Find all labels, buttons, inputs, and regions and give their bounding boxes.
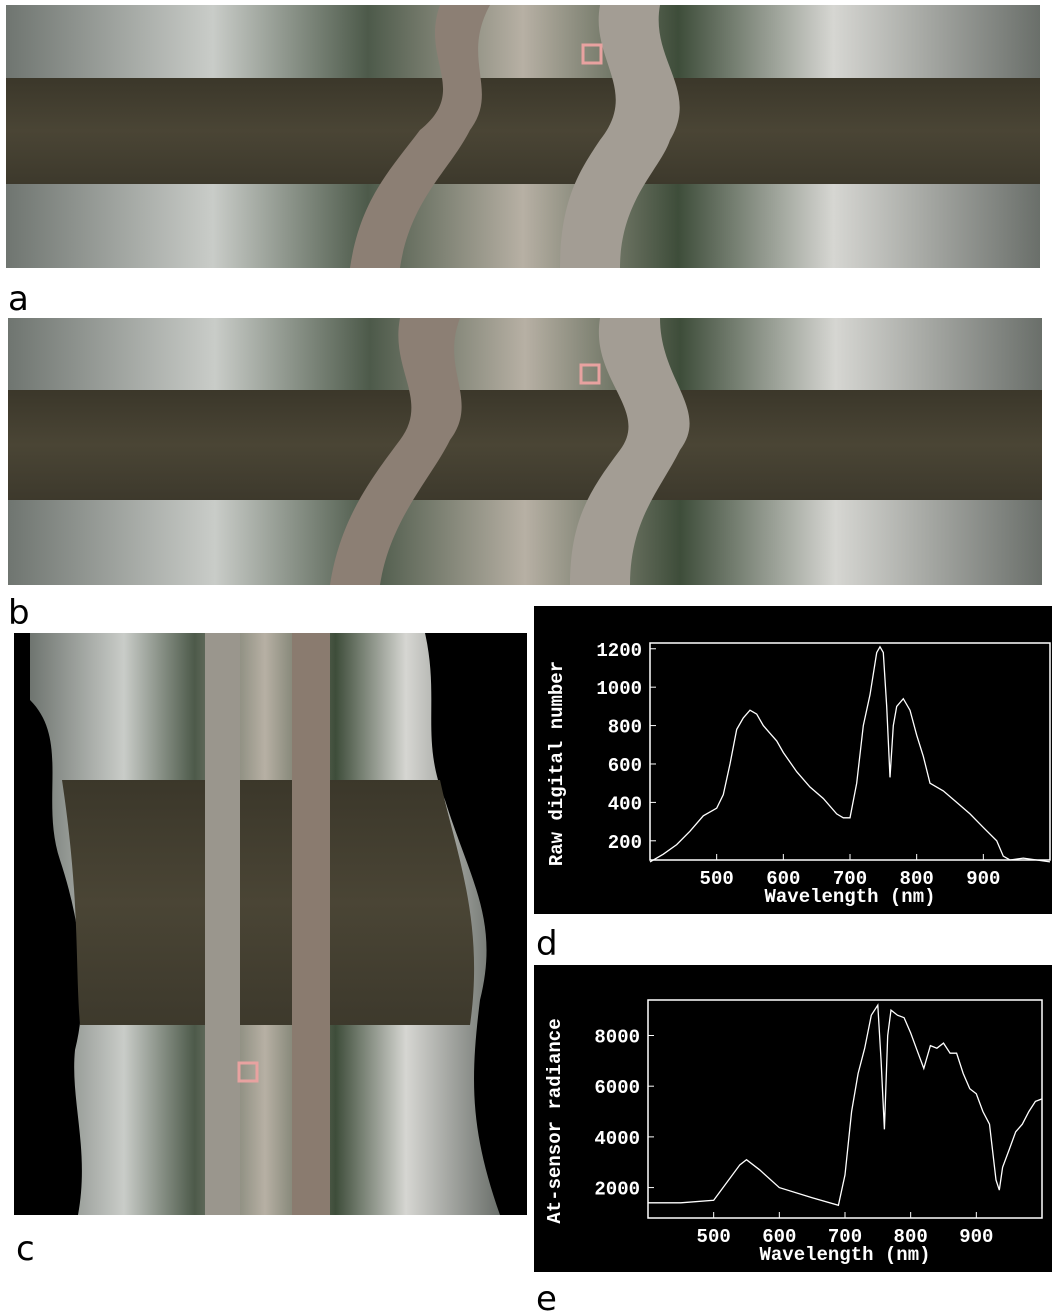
figure: a b c d e 200400600800100012005006007008… xyxy=(0,0,1052,1314)
panel-label: d xyxy=(536,924,558,964)
figure-canvas: a b c d e 200400600800100012005006007008… xyxy=(0,0,1052,1314)
panel-label: b xyxy=(8,593,30,633)
panel-label: c xyxy=(16,1229,35,1269)
y-tick-label: 4000 xyxy=(594,1128,640,1150)
y-tick-label: 400 xyxy=(608,793,642,815)
x-tick-label: 900 xyxy=(959,1226,993,1248)
panel-c-image xyxy=(14,633,527,1215)
x-tick-label: 500 xyxy=(697,1226,731,1248)
y-axis-label: Raw digital number xyxy=(546,661,568,866)
x-tick-label: 900 xyxy=(966,868,1000,890)
y-tick-label: 200 xyxy=(608,832,642,854)
x-tick-label: 500 xyxy=(700,868,734,890)
y-tick-label: 1200 xyxy=(596,640,642,662)
y-tick-label: 600 xyxy=(608,755,642,777)
y-tick-label: 6000 xyxy=(594,1077,640,1099)
panel-a-image xyxy=(6,5,1040,268)
y-axis-label: At-sensor radiance xyxy=(544,1018,566,1223)
panel-label: a xyxy=(8,279,29,319)
y-tick-label: 2000 xyxy=(594,1179,640,1201)
y-tick-label: 8000 xyxy=(594,1026,640,1048)
y-tick-label: 800 xyxy=(608,717,642,739)
y-tick-label: 1000 xyxy=(596,678,642,700)
x-axis-label: Wavelength (nm) xyxy=(764,886,935,908)
panel-b-image xyxy=(8,318,1042,585)
panel-label: e xyxy=(536,1279,557,1314)
x-axis-label: Wavelength (nm) xyxy=(759,1244,930,1266)
